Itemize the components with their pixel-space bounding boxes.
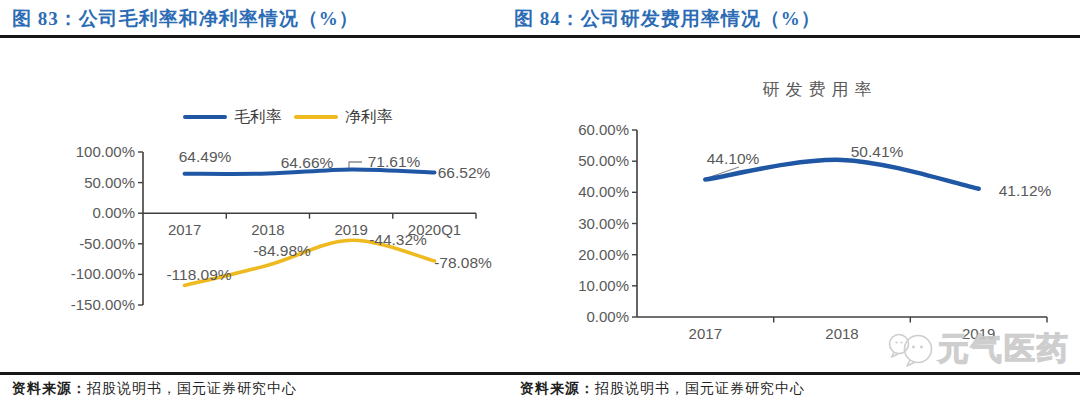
chart-84-plot: [632, 130, 1047, 323]
series-line-毛利率: [185, 169, 435, 174]
series-line-净利率: [185, 240, 435, 285]
source-text: 招股说明书，国元证券研究中心: [87, 381, 297, 396]
series-line-研发费用率: [705, 160, 978, 189]
legend-item-毛利率: 毛利率: [183, 107, 282, 128]
footer-rule: [0, 372, 1080, 375]
chart-84-title: 研发费用率: [710, 78, 930, 101]
source-label: 资料来源：: [12, 381, 87, 396]
legend-item-净利率: 净利率: [294, 107, 393, 128]
page: 图 83：公司毛利率和净利率情况（%） 图 84：公司研发费用率情况（%） 10…: [0, 0, 1080, 403]
legend-line-swatch: [294, 115, 338, 119]
source-text: 招股说明书，国元证券研究中心: [595, 381, 805, 396]
chart-83-plot: [138, 152, 476, 305]
wechat-bubbles-icon: [886, 327, 938, 371]
chart-83-legend: 毛利率 净利率: [183, 107, 405, 127]
figure-83-source: 资料来源：招股说明书，国元证券研究中心: [12, 380, 297, 398]
legend-line-swatch: [183, 115, 227, 119]
figure-84-source: 资料来源：招股说明书，国元证券研究中心: [520, 380, 805, 398]
watermark-text: 元气医药: [938, 328, 1070, 370]
source-label: 资料来源：: [520, 381, 595, 396]
watermark: 元气医药: [886, 327, 1070, 371]
legend-label: 毛利率: [234, 107, 282, 128]
legend-label: 净利率: [345, 107, 393, 128]
